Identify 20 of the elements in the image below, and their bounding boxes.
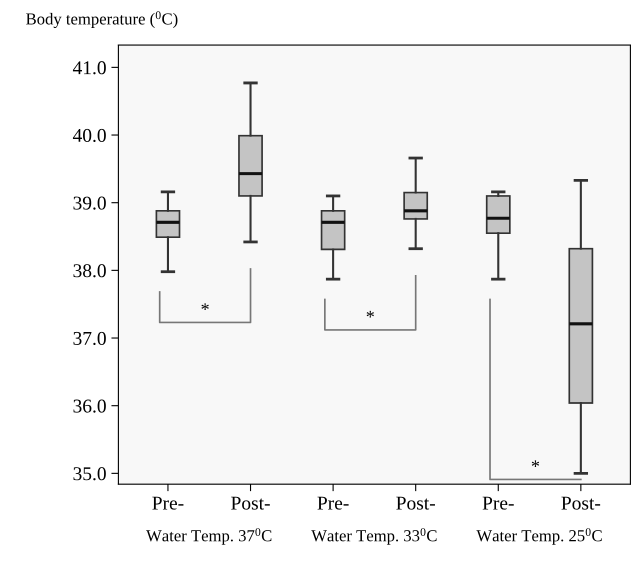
annotation: * <box>366 310 374 318</box>
y-tick-label: 39.0 <box>73 196 106 210</box>
y-tick-label: 38.0 <box>73 264 106 278</box>
text: Water Temp. 33$^{0}$C <box>311 528 437 545</box>
x-tick-label: Post- <box>231 496 270 510</box>
x-tick-label: Post- <box>396 496 435 510</box>
annotation: * <box>201 303 209 310</box>
annotation: * <box>532 460 540 468</box>
x-tick-label: Pre- <box>482 496 514 510</box>
x-tick-label: Pre- <box>317 496 349 510</box>
x-tick-label: Pre- <box>152 496 184 510</box>
y-axis-title: Body temperature ($^{0}$C) <box>26 11 178 28</box>
y-tick-label: 41.0 <box>72 61 106 74</box>
y-tick-label: 40.0 <box>72 128 106 142</box>
y-tick-label: 37.0 <box>73 332 106 346</box>
y-tick-label: 36.0 <box>73 400 106 413</box>
text: Water Temp. 25$^{0}$C <box>476 528 602 545</box>
y-tick-label: 35.0 <box>73 467 106 480</box>
text: Water Temp. 37$^{0}$C <box>146 528 272 545</box>
x-tick-label: Post- <box>561 496 600 510</box>
